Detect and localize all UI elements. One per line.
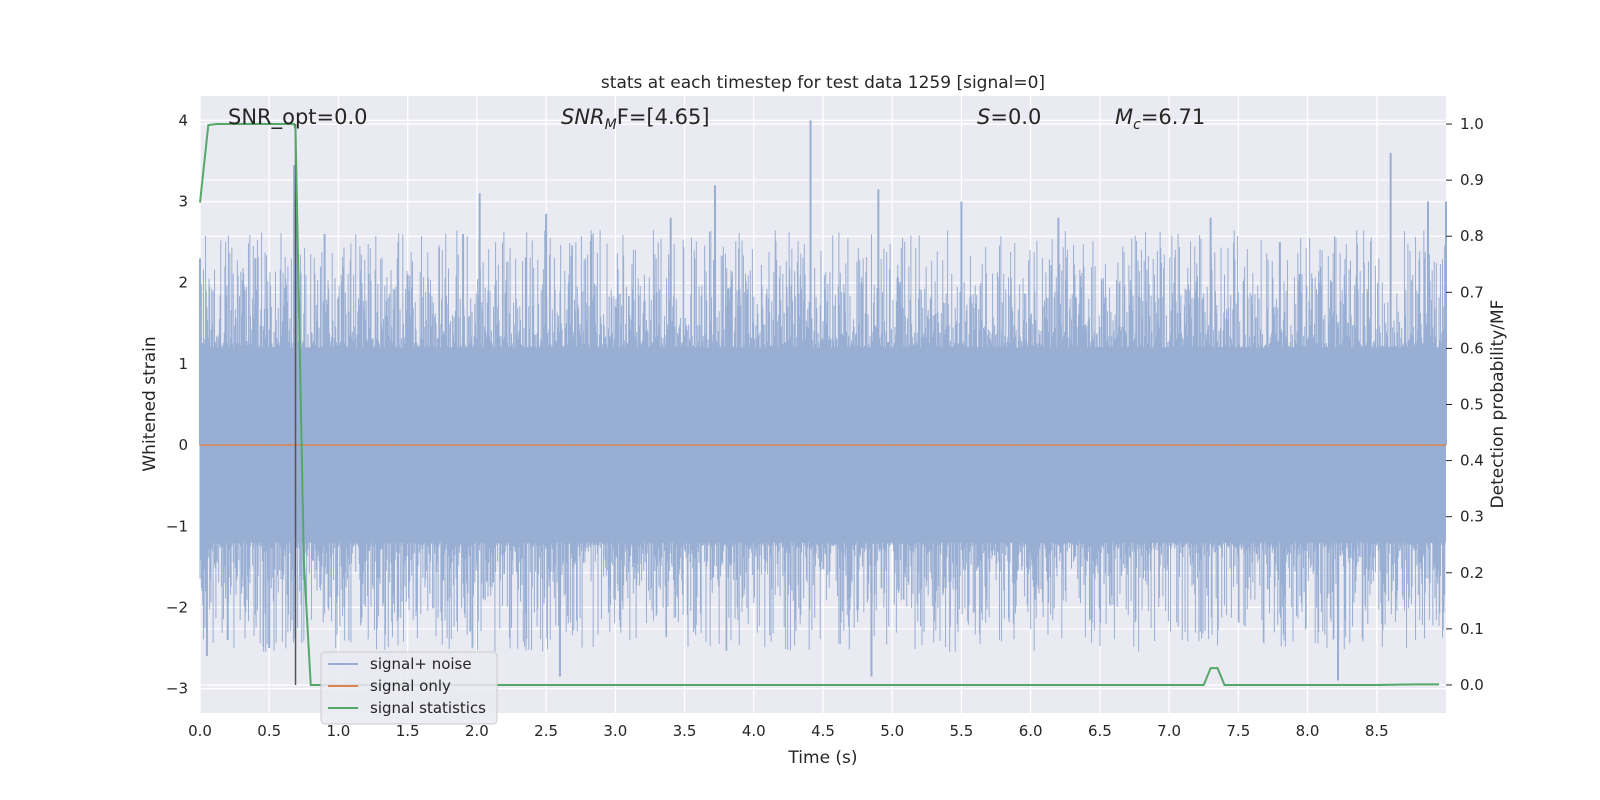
annotation-s: S=0.0 (977, 105, 1041, 129)
x-tick-label: 6.0 (1019, 722, 1043, 740)
x-tick-label: 4.0 (742, 722, 766, 740)
legend: signal+ noise signal only signal statist… (320, 651, 498, 725)
y-tick-label: 0 (178, 436, 188, 454)
x-axis-label: Time (s) (787, 748, 857, 768)
legend-label-signal-noise: signal+ noise (370, 655, 472, 673)
mc-val: =6.71 (1141, 105, 1205, 129)
y-tick-label: −2 (166, 598, 188, 616)
y-tick-label: 2 (178, 274, 188, 292)
x-tick-label: 8.5 (1365, 722, 1389, 740)
y-tick-label: 4 (178, 111, 188, 129)
y-right-tick-label: 1.0 (1460, 115, 1484, 133)
y-right-tick-label: 0.7 (1460, 283, 1484, 301)
y-right-tick-label: 0.9 (1460, 171, 1484, 189)
x-tick-label: 3.5 (673, 722, 697, 740)
y-right-tick-label: 0.3 (1460, 508, 1484, 526)
x-tick-label: 7.0 (1157, 722, 1181, 740)
y-tick-label: 3 (178, 193, 188, 211)
y-axis-label: Whitened strain (140, 336, 160, 471)
x-tick-label: 5.5 (950, 722, 974, 740)
x-tick-label: 7.5 (1226, 722, 1250, 740)
x-tick-label: 6.5 (1088, 722, 1112, 740)
y-tick-label: 1 (178, 355, 188, 373)
y-tick-label: −1 (166, 517, 188, 535)
y-right-axis-label: Detection probability/MF (1488, 300, 1508, 509)
x-tick-labels: 0.0 0.5 1.0 1.5 2.0 2.5 3.0 3.5 4.0 4.5 5.0 5.5 6.0 6… (188, 722, 1389, 740)
x-tick-label: 0.5 (257, 722, 281, 740)
x-tick-label: 4.5 (811, 722, 835, 740)
signal-statistics-line (199, 123, 1440, 686)
chart-title: stats at each timestep for test data 125… (601, 73, 1045, 93)
s-val: =0.0 (990, 105, 1041, 129)
mc-sub: c (1133, 117, 1141, 133)
y-right-tick-label: 0.0 (1460, 676, 1484, 694)
y-right-tick-label: 0.5 (1460, 396, 1484, 414)
y-right-tick-label: 0.8 (1460, 227, 1484, 245)
noise-spikes (199, 120, 1447, 681)
y-right-tick-label: 0.1 (1460, 620, 1484, 638)
y-right-tick-labels: 0.0 0.1 0.2 0.3 0.4 0.5 0.6 0.7 0.8 0.9 1.0 (1446, 115, 1484, 694)
snr-mf-base: SNR (561, 105, 605, 129)
annotation-snr-mf: SNRMF=[4.65] (561, 105, 710, 133)
x-tick-label: 3.0 (603, 722, 627, 740)
x-tick-label: 5.0 (880, 722, 904, 740)
legend-box (320, 651, 498, 725)
legend-label-signal-statistics: signal statistics (370, 699, 486, 717)
y-tick-label: −3 (166, 680, 188, 698)
x-tick-label: 1.5 (396, 722, 420, 740)
x-tick-label: 2.0 (465, 722, 489, 740)
y-right-tick-label: 0.4 (1460, 452, 1484, 470)
y-right-tick-label: 0.6 (1460, 339, 1484, 357)
mc-var: M (1115, 105, 1133, 129)
y-right-tick-label: 0.2 (1460, 564, 1484, 582)
x-tick-label: 1.0 (327, 722, 351, 740)
snr-mf-sub: M (605, 117, 617, 133)
y-tick-labels: −3 −2 −1 0 1 2 3 4 (166, 111, 188, 697)
x-tick-label: 0.0 (188, 722, 212, 740)
x-tick-label: 8.0 (1296, 722, 1320, 740)
snr-mf-tail: F=[4.65] (617, 105, 710, 129)
annotation-mc: Mc=6.71 (1115, 105, 1205, 133)
legend-label-signal-only: signal only (370, 677, 451, 695)
s-var: S (977, 105, 990, 129)
annotation-snr-opt: SNR_opt=0.0 (228, 105, 368, 130)
x-tick-label: 2.5 (534, 722, 558, 740)
